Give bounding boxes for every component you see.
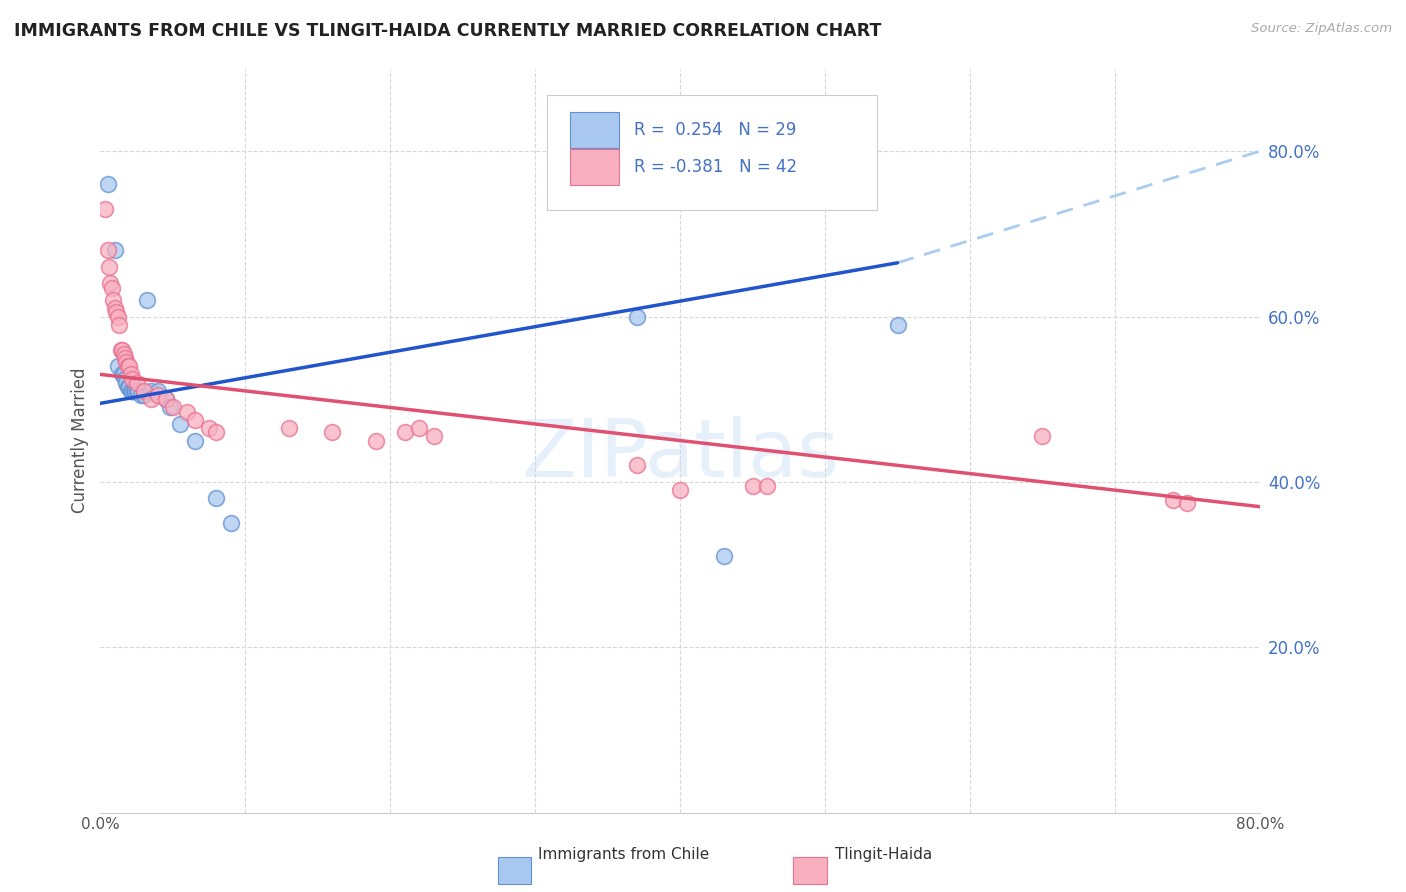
Point — [103, 293, 125, 307]
Point — [105, 305, 128, 319]
Point — [93, 202, 115, 216]
Point — [132, 384, 155, 398]
Point — [124, 384, 146, 398]
Point — [626, 310, 648, 324]
Point — [118, 359, 141, 373]
Point — [112, 368, 135, 382]
FancyBboxPatch shape — [547, 95, 877, 210]
Point — [117, 359, 139, 373]
Point — [118, 380, 141, 394]
Point — [104, 301, 127, 316]
Point — [97, 178, 120, 192]
Point — [139, 392, 162, 407]
Point — [205, 425, 228, 440]
Point — [364, 434, 387, 448]
Point — [139, 384, 162, 398]
FancyBboxPatch shape — [569, 112, 619, 148]
Point — [127, 384, 149, 398]
Point — [114, 351, 136, 365]
FancyBboxPatch shape — [569, 149, 619, 186]
Point — [112, 347, 135, 361]
Point — [159, 401, 181, 415]
Point — [148, 384, 170, 398]
Point — [626, 458, 648, 473]
Point — [205, 491, 228, 506]
Point — [183, 413, 205, 427]
Point — [129, 388, 152, 402]
Point — [121, 371, 143, 385]
Point — [107, 359, 129, 373]
Text: Tlingit-Haida: Tlingit-Haida — [835, 847, 932, 862]
Point — [169, 417, 191, 431]
Text: R =  0.254   N = 29: R = 0.254 N = 29 — [634, 121, 796, 139]
Point — [120, 384, 142, 398]
Point — [111, 368, 134, 382]
Point — [115, 376, 138, 390]
Point — [108, 318, 131, 332]
Point — [741, 479, 763, 493]
Point — [321, 425, 343, 440]
Y-axis label: Currently Married: Currently Married — [72, 368, 89, 513]
Point — [277, 421, 299, 435]
Point — [97, 244, 120, 258]
Point — [176, 404, 198, 418]
Point — [669, 483, 692, 497]
Point — [408, 421, 430, 435]
Point — [886, 318, 908, 332]
Point — [394, 425, 416, 440]
Point — [107, 310, 129, 324]
Point — [101, 280, 124, 294]
Point — [117, 380, 139, 394]
Point — [219, 516, 242, 531]
Point — [110, 343, 132, 357]
Point — [104, 244, 127, 258]
Point — [756, 479, 779, 493]
Point — [155, 392, 177, 407]
Point — [125, 384, 148, 398]
Point — [135, 293, 157, 307]
Text: Source: ZipAtlas.com: Source: ZipAtlas.com — [1251, 22, 1392, 36]
Point — [120, 368, 142, 382]
Point — [1161, 493, 1184, 508]
Point — [198, 421, 221, 435]
Point — [98, 260, 121, 274]
Text: Immigrants from Chile: Immigrants from Chile — [538, 847, 710, 862]
Point — [115, 355, 138, 369]
Point — [114, 371, 136, 385]
Point — [148, 388, 170, 402]
Point — [713, 549, 735, 564]
Point — [121, 384, 143, 398]
Point — [1031, 429, 1053, 443]
Point — [162, 401, 184, 415]
Text: R = -0.381   N = 42: R = -0.381 N = 42 — [634, 159, 797, 177]
Point — [100, 277, 122, 291]
Point — [422, 429, 444, 443]
Point — [125, 376, 148, 390]
Point — [122, 384, 145, 398]
Point — [111, 343, 134, 357]
Text: ZIPatlas: ZIPatlas — [522, 417, 839, 494]
Text: IMMIGRANTS FROM CHILE VS TLINGIT-HAIDA CURRENTLY MARRIED CORRELATION CHART: IMMIGRANTS FROM CHILE VS TLINGIT-HAIDA C… — [14, 22, 882, 40]
Point — [155, 392, 177, 407]
Point — [1177, 495, 1199, 509]
Point — [132, 388, 155, 402]
Point — [183, 434, 205, 448]
